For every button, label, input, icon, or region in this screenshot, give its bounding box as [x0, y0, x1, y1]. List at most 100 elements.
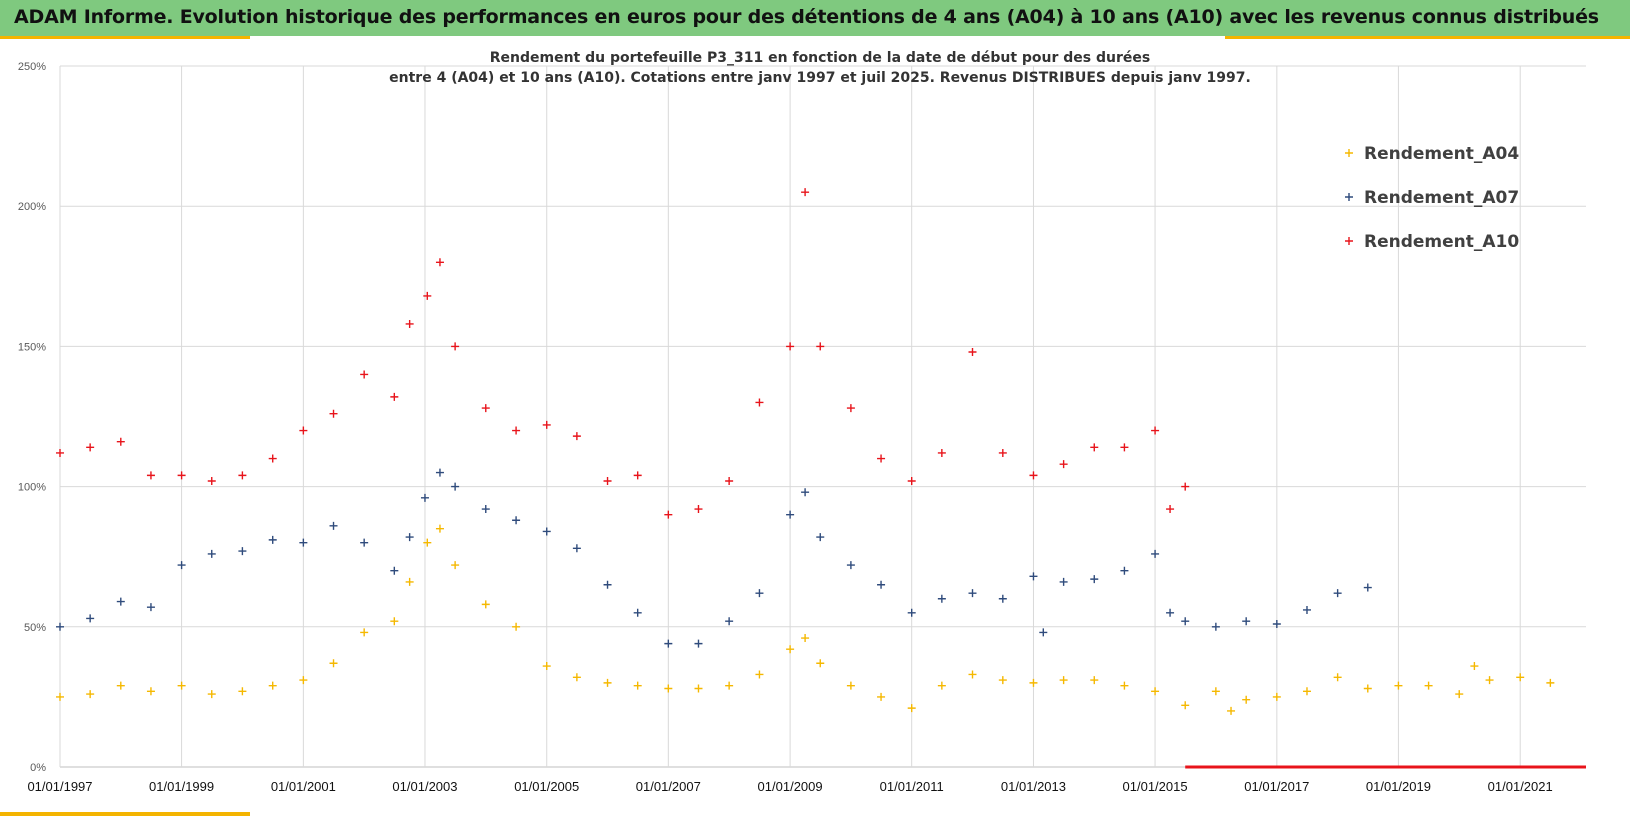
y-tick-label: 100%	[18, 482, 46, 494]
data-point	[1333, 589, 1342, 598]
data-point	[1059, 577, 1068, 586]
data-point	[146, 687, 155, 696]
data-point	[572, 432, 581, 441]
data-point	[633, 681, 642, 690]
x-tick-label: 01/01/1997	[27, 779, 92, 794]
data-point	[451, 561, 460, 570]
data-point	[1272, 692, 1281, 701]
data-point	[405, 319, 414, 328]
y-tick-label: 0%	[30, 762, 46, 774]
x-tick-label: 01/01/2015	[1123, 779, 1188, 794]
x-axis-ticks: 01/01/1997 01/01/1999 01/01/2001 01/01/2003…	[27, 779, 1552, 794]
data-point	[1363, 684, 1372, 693]
data-point	[1242, 617, 1251, 626]
grid	[59, 65, 1586, 768]
data-point	[1039, 628, 1048, 637]
data-point	[451, 482, 460, 491]
data-point	[664, 639, 673, 648]
data-point	[755, 398, 764, 407]
data-point	[937, 681, 946, 690]
data-point	[1090, 443, 1099, 452]
y-tick-label: 150%	[18, 341, 46, 353]
data-point	[664, 684, 673, 693]
data-point	[1151, 549, 1160, 558]
data-point	[542, 527, 551, 536]
data-point	[1120, 443, 1129, 452]
plot-marks	[56, 188, 1586, 769]
data-point	[435, 258, 444, 267]
data-point	[360, 628, 369, 637]
data-point	[907, 704, 916, 713]
data-point	[207, 690, 216, 699]
legend-label: Rendement_A10	[1364, 232, 1519, 252]
data-point	[694, 639, 703, 648]
data-point	[451, 342, 460, 351]
data-point	[146, 471, 155, 480]
data-point	[998, 676, 1007, 685]
data-point	[238, 547, 247, 556]
data-point	[1485, 676, 1494, 685]
data-point	[1394, 681, 1403, 690]
data-point	[998, 448, 1007, 457]
data-point	[116, 597, 125, 606]
data-point	[694, 684, 703, 693]
data-point	[329, 521, 338, 530]
data-point	[390, 617, 399, 626]
data-point	[1166, 608, 1175, 617]
data-point	[907, 608, 916, 617]
data-point	[1470, 662, 1479, 671]
data-point	[786, 342, 795, 351]
data-point	[633, 608, 642, 617]
data-point	[329, 659, 338, 668]
series-Rendement_A10	[56, 188, 1190, 519]
data-point	[786, 510, 795, 519]
data-point	[1090, 676, 1099, 685]
data-point	[207, 476, 216, 485]
accent-bar-bottom-left	[0, 812, 250, 816]
data-point	[238, 687, 247, 696]
data-point	[116, 437, 125, 446]
data-point	[360, 370, 369, 379]
data-point	[725, 476, 734, 485]
accent-bar-top-left	[0, 36, 250, 39]
x-tick-label: 01/01/2003	[392, 779, 457, 794]
x-tick-label: 01/01/2021	[1488, 779, 1553, 794]
x-tick-label: 01/01/2005	[514, 779, 579, 794]
data-point	[390, 566, 399, 575]
legend-label: Rendement_A04	[1364, 144, 1519, 164]
data-point	[1029, 471, 1038, 480]
x-tick-label: 01/01/2009	[758, 779, 823, 794]
data-point	[390, 392, 399, 401]
data-point	[816, 342, 825, 351]
legend-label: Rendement_A07	[1364, 188, 1519, 208]
data-point	[755, 670, 764, 679]
data-point	[299, 538, 308, 547]
data-point	[177, 561, 186, 570]
legend-marker	[1345, 237, 1353, 245]
data-point	[423, 291, 432, 300]
data-point	[846, 681, 855, 690]
data-point	[268, 681, 277, 690]
data-point	[1242, 695, 1251, 704]
series-Rendement_A07	[56, 468, 1372, 648]
data-point	[1181, 482, 1190, 491]
x-tick-label: 01/01/2019	[1366, 779, 1431, 794]
data-point	[405, 533, 414, 542]
data-point	[725, 617, 734, 626]
data-point	[1302, 605, 1311, 614]
data-point	[801, 488, 810, 497]
series-Rendement_A04	[56, 524, 1555, 715]
data-point	[1029, 678, 1038, 687]
header-bar: ADAM Informe. Evolution historique des p…	[0, 0, 1630, 36]
data-point	[1090, 575, 1099, 584]
data-point	[56, 692, 64, 701]
data-point	[572, 673, 581, 682]
y-tick-label: 50%	[24, 622, 46, 634]
data-point	[238, 471, 247, 480]
data-point	[937, 594, 946, 603]
data-point	[633, 471, 642, 480]
data-point	[481, 404, 490, 413]
data-point	[146, 603, 155, 612]
data-point	[1363, 583, 1372, 592]
